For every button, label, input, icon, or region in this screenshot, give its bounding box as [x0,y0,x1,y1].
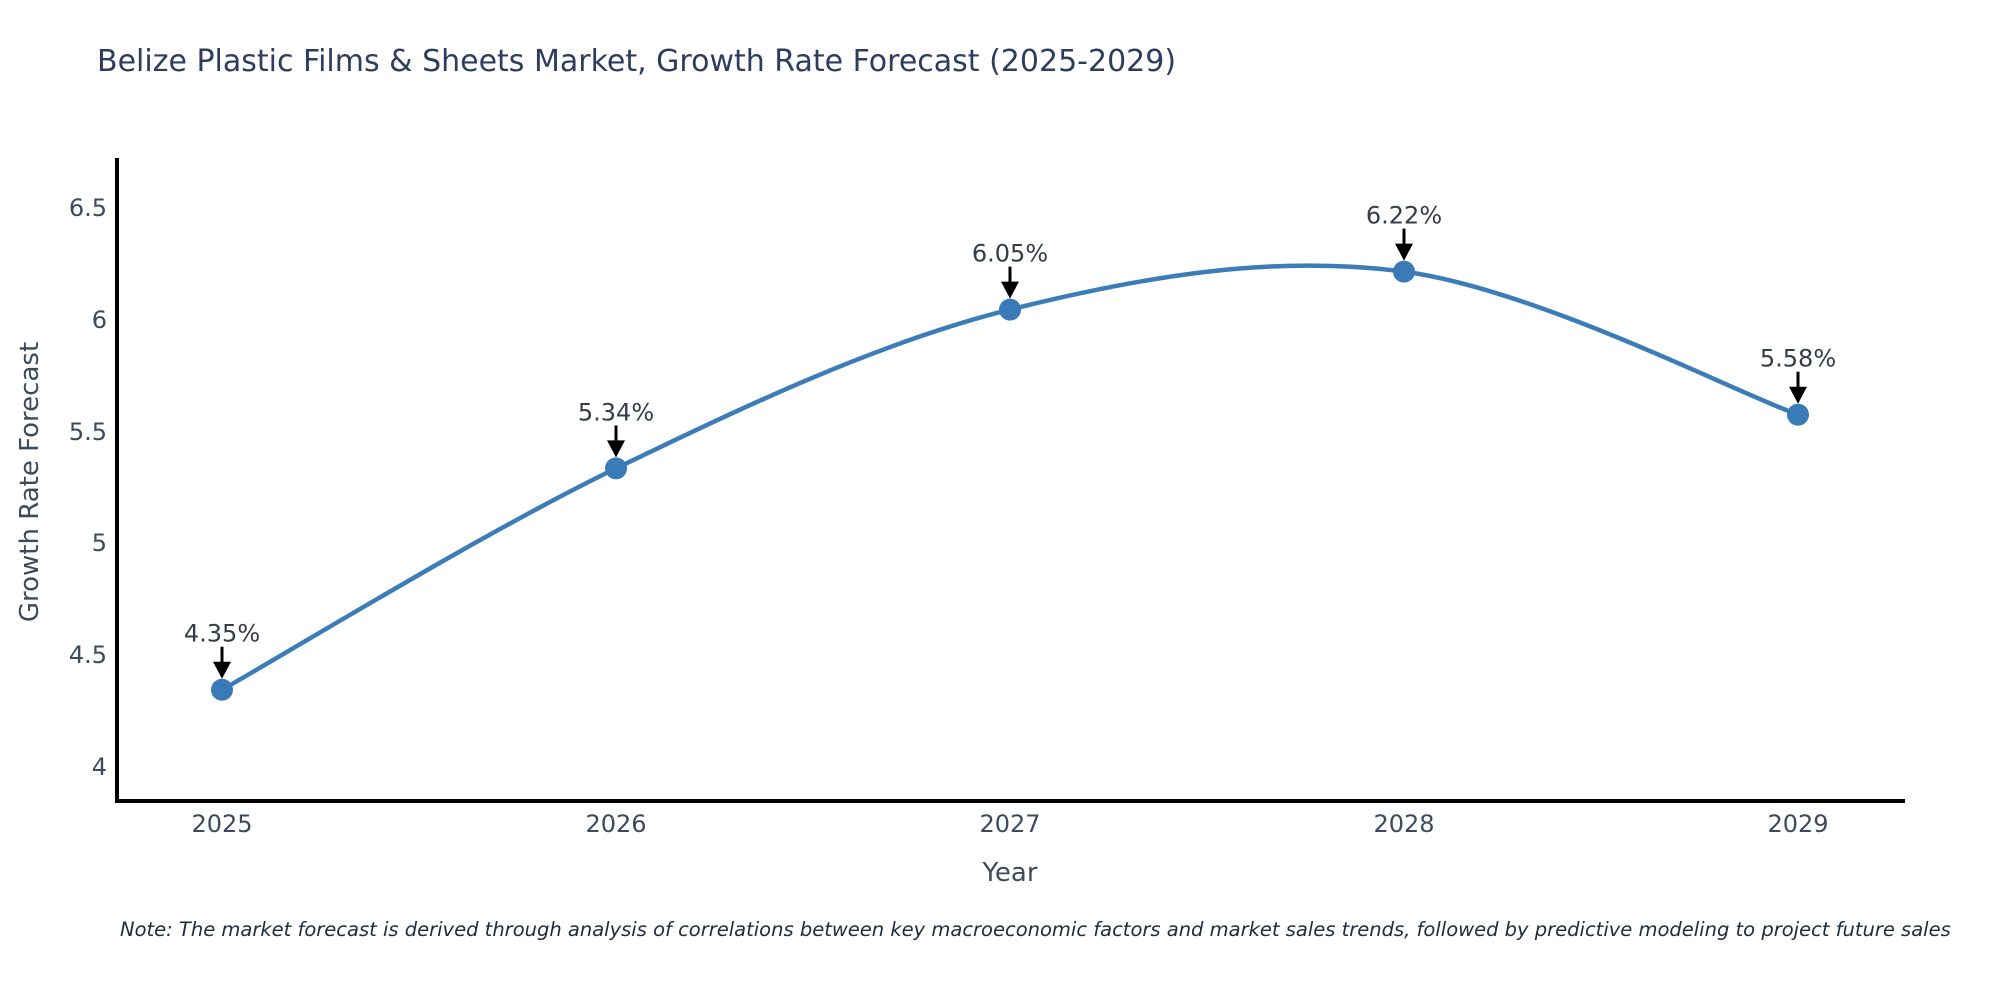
x-tick-label: 2029 [1767,810,1829,838]
footnote: Note: The market forecast is derived thr… [120,918,1951,941]
data-point-label: 5.58% [1760,345,1836,373]
data-point-marker [1393,260,1415,283]
x-tick-label: 2025 [191,810,253,838]
annotation-arrowhead [213,661,231,679]
data-point-label: 4.35% [184,620,260,648]
y-axis-line [115,158,119,803]
data-point-label: 5.34% [578,398,654,426]
chart-title: Belize Plastic Films & Sheets Market, Gr… [97,44,1177,79]
y-tick-label: 5.5 [68,417,107,446]
annotation-arrowhead [1789,386,1807,404]
x-axis-label: Year [982,858,1038,888]
data-point-label: 6.22% [1366,202,1442,230]
y-tick-label: 5 [91,529,107,558]
data-point-marker [605,457,627,480]
forecast-line [219,263,1801,692]
x-axis-line [115,799,1905,803]
data-point-marker [211,678,233,701]
x-tick-label: 2028 [1373,810,1435,838]
annotation-arrowhead [1395,243,1413,261]
x-tick-label: 2026 [585,810,647,838]
y-tick-label: 6.5 [68,194,107,222]
data-point-label: 6.05% [972,240,1048,268]
x-tick-label: 2027 [979,810,1041,838]
annotation-arrowhead [607,440,625,458]
data-point-marker [1787,403,1809,426]
annotation-arrowhead [1001,281,1019,299]
data-point-marker [999,298,1021,321]
y-tick-label: 6 [91,305,107,334]
y-tick-label: 4.5 [68,641,107,670]
y-tick-label: 4 [91,753,107,781]
